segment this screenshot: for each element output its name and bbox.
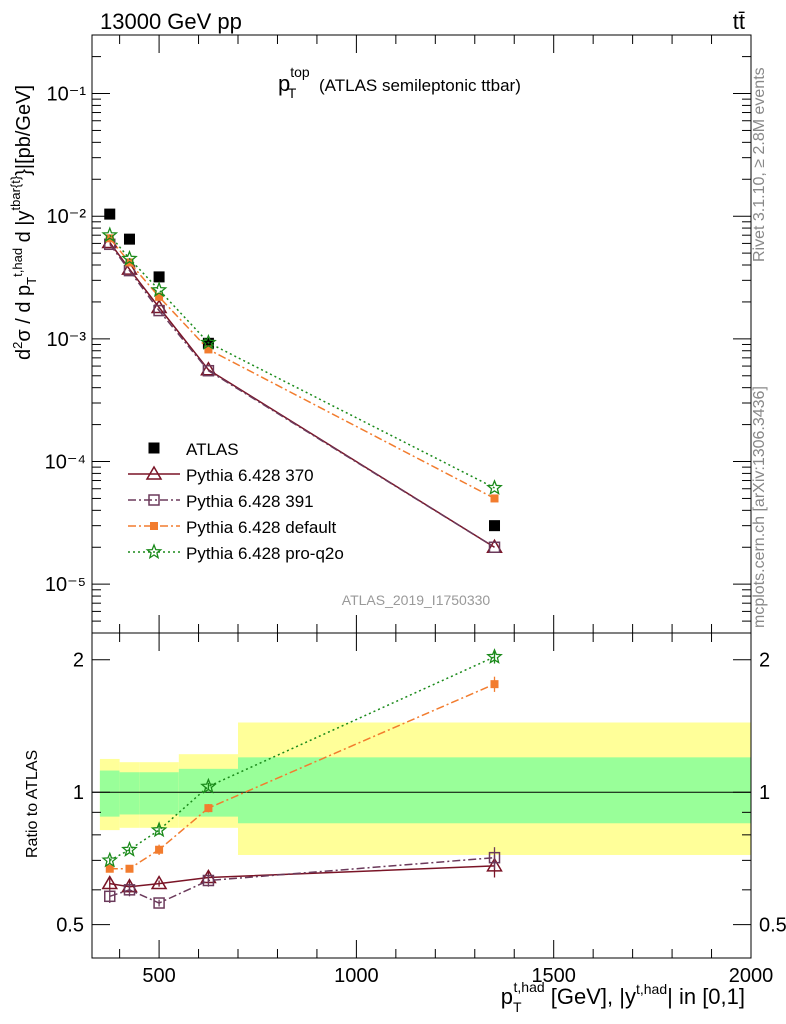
ratio-band-inner: [99, 770, 120, 817]
main-point: [155, 292, 164, 301]
plot-title-rest: (ATLAS semileptonic ttbar): [314, 76, 521, 95]
ratio-ticks: 0.5 0.5 1 1 2 2 500 1000 1500 2000: [56, 633, 786, 987]
main-ticks: 10⁻⁵ 10⁻⁴ 10⁻³ 10⁻² 10⁻¹: [45, 35, 752, 634]
ratio-ytick-label: 1: [73, 782, 84, 804]
main-series-line: [109, 237, 495, 500]
ratio-point: [155, 845, 164, 854]
ratio-point: [490, 680, 499, 689]
legend-label: ATLAS: [186, 440, 239, 459]
ratio-ytick-label-right: 2: [759, 650, 770, 672]
plot-title-sup: top: [290, 64, 310, 80]
main-point: [150, 299, 168, 314]
ratio-point: [153, 897, 165, 909]
ratio-ytick-label-right: 1: [759, 782, 770, 804]
ratio-point: [204, 804, 213, 813]
ratio-point: [150, 821, 168, 838]
rivet-label: Rivet 3.1.10, ≥ 2.8M events: [751, 67, 768, 262]
xlabel: pTt,had [GeV], |yt,had| in [0,1]: [501, 979, 745, 1015]
main-point: [153, 304, 165, 317]
header-left: 13000 GeV pp: [100, 9, 242, 34]
ratio-point: [105, 864, 114, 873]
main-ytick-label: 10⁻⁴: [45, 452, 86, 474]
ratio-panel: 0.5 0.5 1 1 2 2 500 1000 1500 2000 Ratio to ATLAS…: [24, 632, 786, 1015]
ratio-point: [202, 874, 215, 887]
plot-title-sub: T: [288, 85, 297, 101]
analysis-id: ATLAS_2019_I1750330: [342, 592, 491, 608]
legend-label: Pythia 6.428 pro-q2o: [186, 544, 344, 563]
header-right: tt̄: [733, 9, 745, 34]
legend-marker: [145, 465, 163, 480]
ratio-series-line: [109, 856, 495, 904]
main-ytick-label: 10⁻³: [47, 329, 87, 351]
ratio-band-inner: [139, 772, 179, 815]
ratio-band-inner: [238, 757, 751, 824]
ratio-point: [486, 648, 503, 664]
legend: ATLAS Pythia 6.428 370 Pythia 6.428 391 Pyt…: [128, 440, 344, 563]
main-point: [121, 249, 138, 266]
ratio-point: [101, 851, 119, 868]
legend-label: Pythia 6.428 391: [186, 492, 314, 511]
plot-title: ptop T (ATLAS semileptonic ttbar): [278, 64, 521, 101]
ratio-point: [200, 777, 217, 794]
main-point: [486, 479, 503, 495]
mcplots-label: mcplots.cern.ch [arXiv:1306.3436]: [751, 386, 768, 628]
main-panel: 10⁻⁵ 10⁻⁴ 10⁻³ 10⁻² 10⁻¹ ATLAS Pythia 6.428 3…: [8, 34, 752, 634]
ratio-ytick-label: 2: [73, 650, 84, 672]
ratio-ylabel: Ratio to ATLAS: [24, 750, 41, 858]
ratio-series-line: [109, 865, 495, 888]
xtick-label: 1000: [334, 965, 379, 987]
ratio-point: [150, 875, 168, 890]
ratio-series: [101, 648, 503, 909]
ratio-point: [121, 840, 138, 857]
main-point: [200, 361, 217, 376]
main-point: [490, 494, 499, 503]
main-ytick-label: 10⁻¹: [47, 84, 87, 106]
ratio-point: [125, 864, 134, 873]
main-series-line: [109, 243, 495, 548]
ratio-band-inner: [119, 772, 140, 815]
plot-title-p: p: [278, 71, 290, 96]
xtick-label: 2000: [729, 965, 774, 987]
legend-label: Pythia 6.428 370: [186, 466, 314, 485]
ratio-point: [101, 875, 119, 890]
main-series: [101, 208, 503, 554]
ratio-bands: [92, 722, 751, 855]
ratio-ytick-label: 0.5: [56, 915, 84, 937]
ratio-frame: [91, 632, 752, 959]
main-point: [202, 364, 215, 377]
main-point: [121, 260, 138, 275]
ratio-point: [486, 857, 503, 872]
xtick-label: 1500: [531, 965, 576, 987]
ratio-point: [488, 851, 501, 864]
main-series-line: [109, 234, 495, 489]
main-point: [488, 541, 501, 554]
main-point: [204, 345, 213, 354]
main-ytick-label: 10⁻²: [47, 206, 87, 228]
ratio-point: [123, 884, 136, 896]
main-ytick-label: 10⁻⁵: [45, 574, 86, 596]
legend-marker: [148, 442, 160, 454]
main-point: [489, 520, 501, 532]
main-point: [123, 233, 135, 245]
legend-marker: [150, 522, 158, 530]
xtick-label: 500: [142, 965, 175, 987]
legend-marker: [148, 494, 160, 506]
main-point: [150, 281, 168, 298]
main-point: [104, 208, 116, 220]
ratio-ytick-label-right: 0.5: [759, 915, 786, 937]
main-point: [200, 333, 217, 350]
main-ylabel: d2σ / d pTt,had d |ytbar{t}}|[pb/GeV]: [8, 85, 39, 360]
main-point: [101, 226, 119, 243]
legend-marker: [145, 543, 163, 560]
ratio-point: [104, 890, 116, 903]
main-point: [153, 271, 165, 283]
legend-label: Pythia 6.428 default: [186, 518, 337, 537]
